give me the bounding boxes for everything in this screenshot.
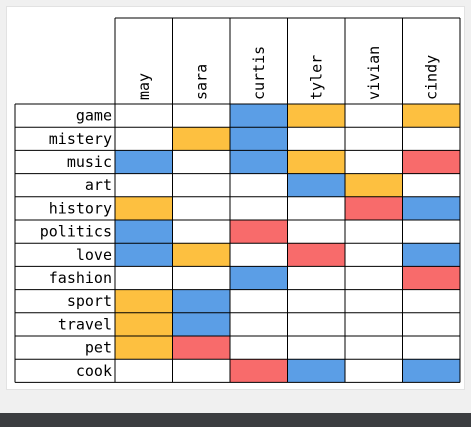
row-label-cook: cook	[76, 362, 112, 380]
cell-history-vivian	[345, 196, 403, 220]
cell-game-tyler	[287, 104, 345, 128]
row-label-pet: pet	[85, 339, 112, 357]
row-label-music: music	[67, 153, 112, 171]
row-label-mistery: mistery	[49, 130, 112, 148]
cell-pet-may	[115, 336, 173, 360]
cell-art-vivian	[345, 173, 403, 197]
column-label-may: may	[135, 73, 153, 100]
cells-layer	[115, 104, 460, 383]
bottom-bar	[0, 413, 471, 427]
cell-mistery-curtis	[230, 127, 288, 151]
cell-history-cindy	[402, 196, 460, 220]
row-labels: game mistery music art history politics love fa…	[40, 107, 112, 380]
column-label-vivian: vivian	[365, 46, 383, 100]
cell-sport-sara	[172, 289, 230, 313]
row-label-art: art	[85, 176, 112, 194]
cell-music-tyler	[287, 150, 345, 174]
cell-love-cindy	[402, 243, 460, 267]
column-label-cindy: cindy	[422, 55, 440, 100]
cell-travel-sara	[172, 312, 230, 336]
cell-politics-may	[115, 220, 173, 244]
cell-history-may	[115, 196, 173, 220]
column-label-tyler: tyler	[307, 55, 325, 100]
row-label-fashion: fashion	[49, 269, 112, 287]
row-label-love: love	[76, 246, 112, 264]
cell-mistery-sara	[172, 127, 230, 151]
cell-fashion-cindy	[402, 266, 460, 290]
cell-love-tyler	[287, 243, 345, 267]
cell-pet-sara	[172, 336, 230, 360]
row-label-sport: sport	[67, 292, 112, 310]
cell-music-curtis	[230, 150, 288, 174]
cell-love-sara	[172, 243, 230, 267]
cell-cook-cindy	[402, 359, 460, 383]
cell-cook-curtis	[230, 359, 288, 383]
cell-love-may	[115, 243, 173, 267]
cell-art-tyler	[287, 173, 345, 197]
row-label-game: game	[76, 107, 112, 125]
grid-lines	[14, 17, 461, 383]
column-labels: may sara curtis tyler vivian cindy	[135, 46, 441, 100]
row-label-history: history	[49, 199, 112, 217]
row-label-politics: politics	[40, 223, 112, 241]
cell-cook-tyler	[287, 359, 345, 383]
cell-sport-may	[115, 289, 173, 313]
cell-game-curtis	[230, 104, 288, 128]
cell-music-cindy	[402, 150, 460, 174]
cell-game-cindy	[402, 104, 460, 128]
cell-politics-curtis	[230, 220, 288, 244]
row-label-travel: travel	[58, 315, 112, 333]
column-label-curtis: curtis	[250, 46, 268, 100]
column-label-sara: sara	[192, 64, 210, 100]
cell-travel-may	[115, 312, 173, 336]
cell-music-may	[115, 150, 173, 174]
cell-fashion-curtis	[230, 266, 288, 290]
